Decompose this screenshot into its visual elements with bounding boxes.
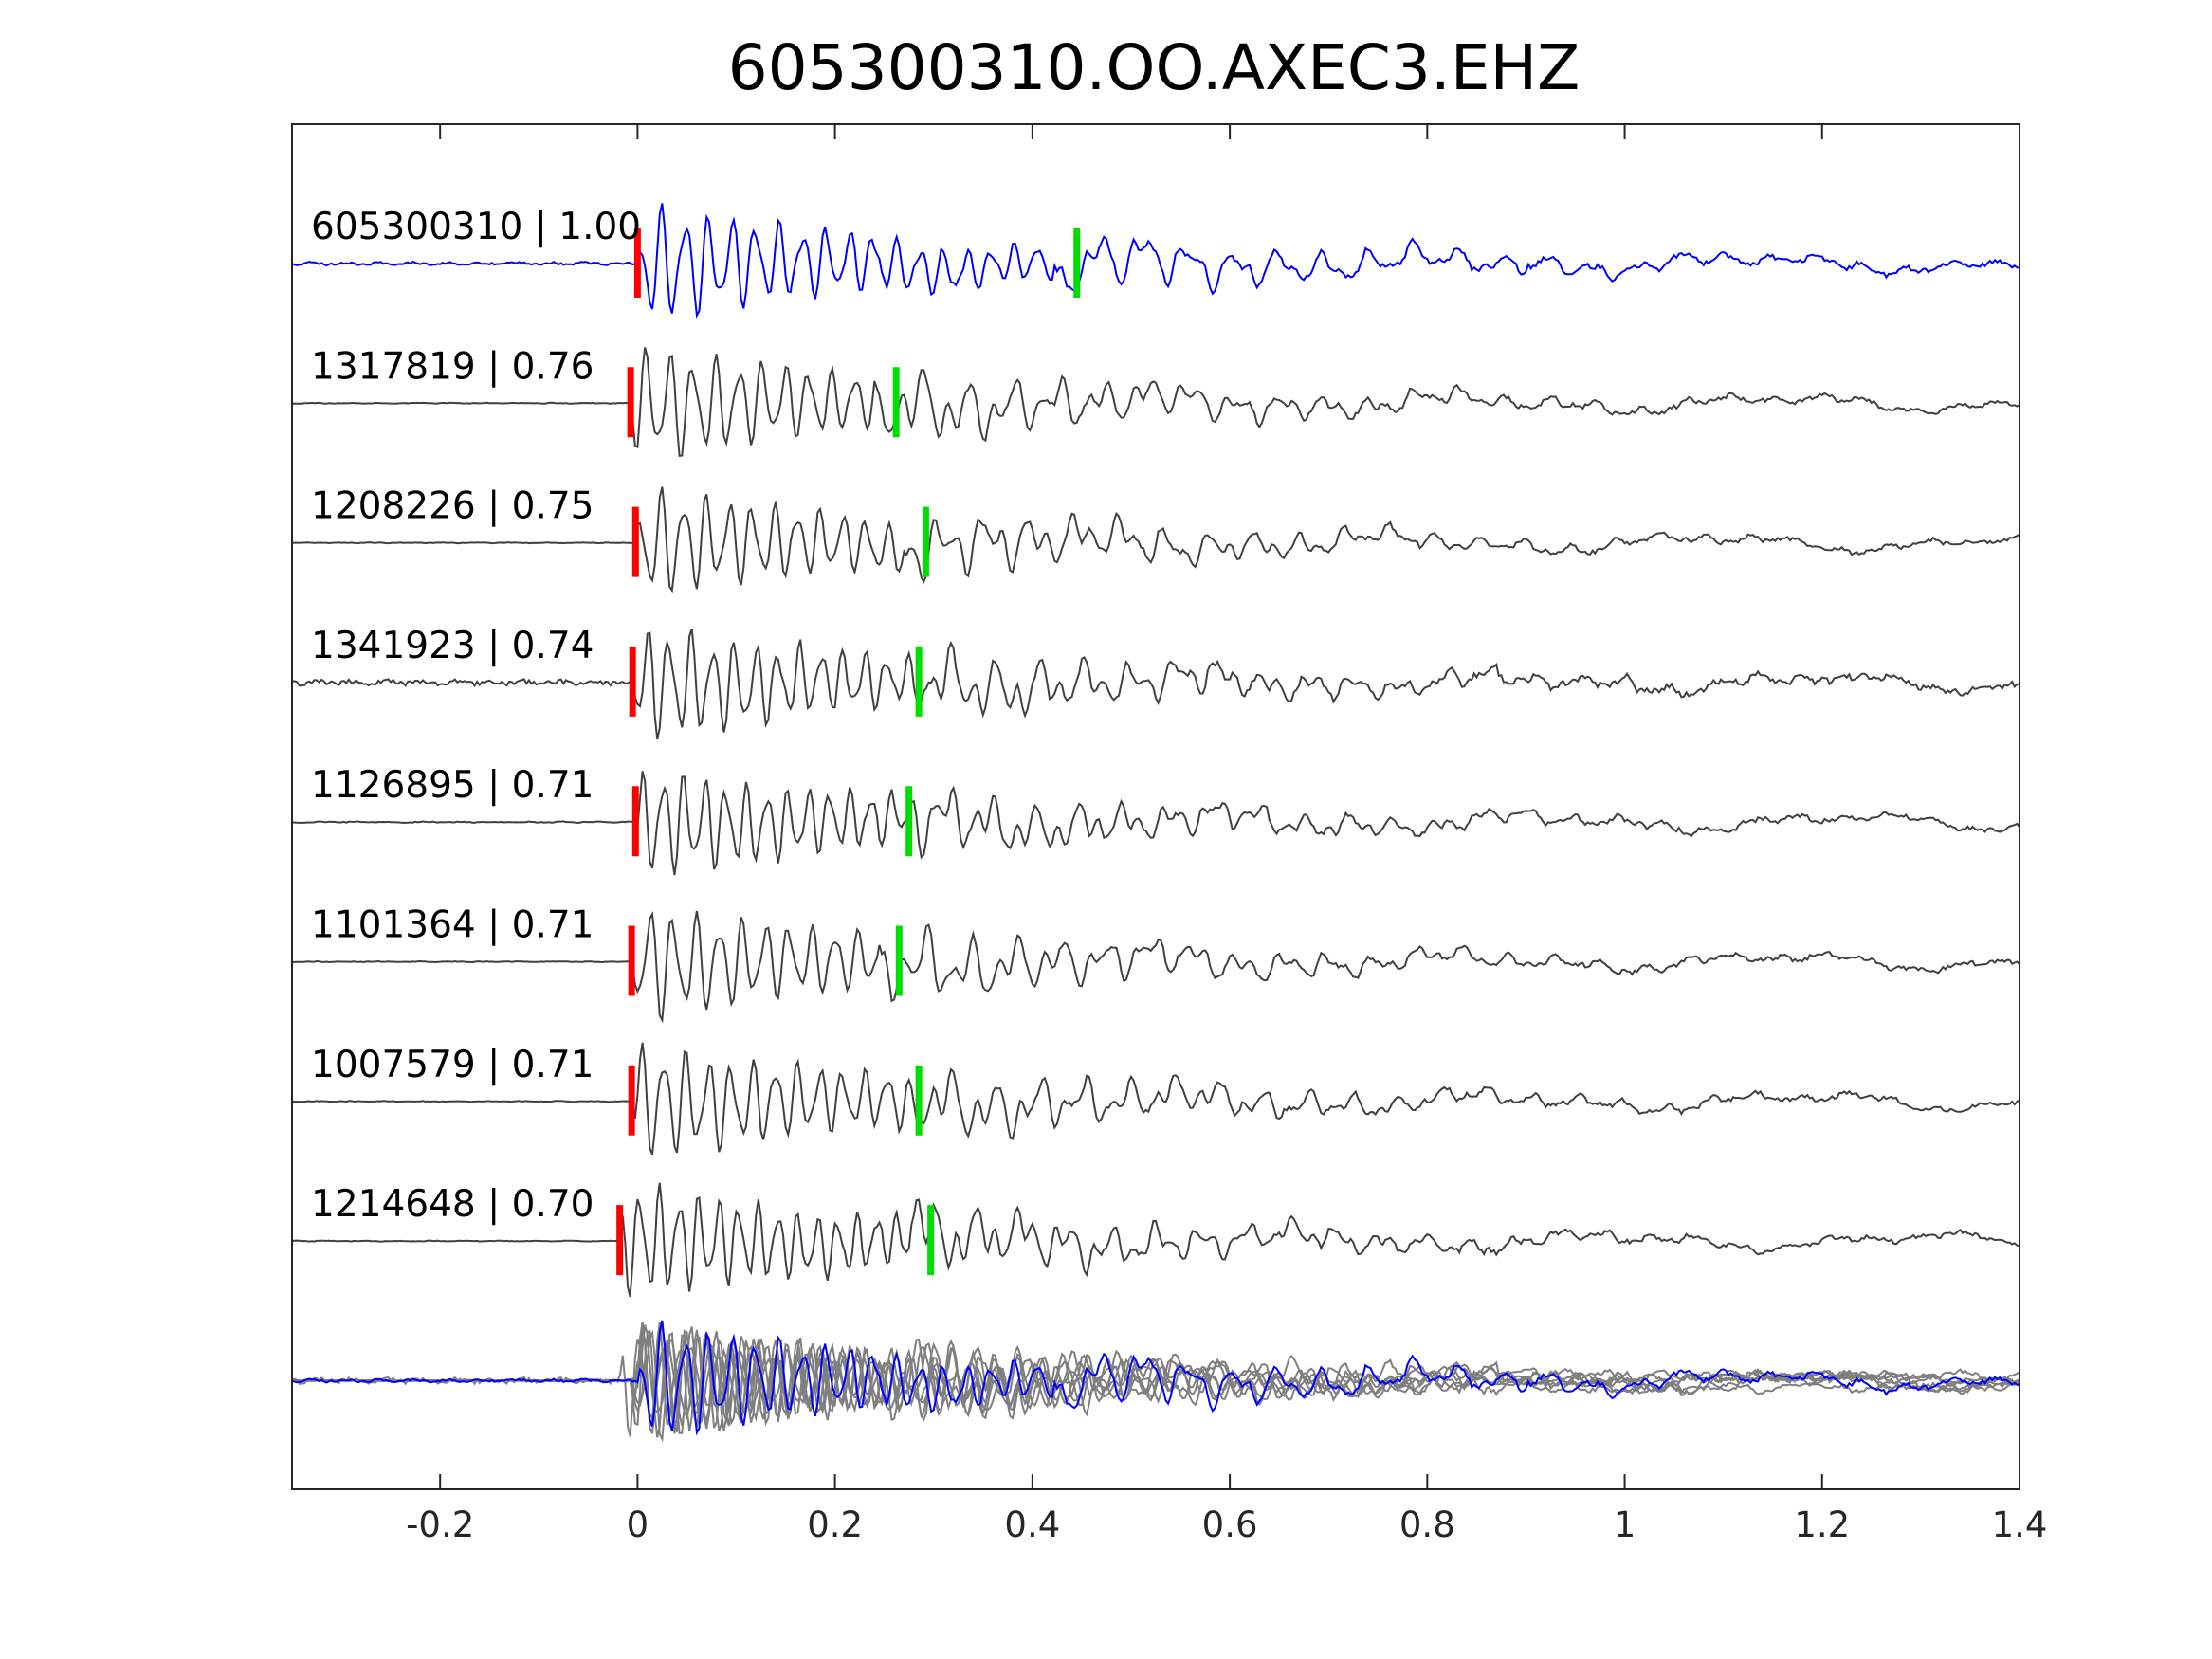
trace-line-605300310 <box>291 203 2020 319</box>
trace-line-1317819 <box>291 347 2020 457</box>
plot-area: 605300310 | 1.00 1317819 | 0.76 1208226 | … <box>291 123 2047 1545</box>
trace-line-1101364 <box>292 910 2020 1024</box>
overlay-trace-reference <box>291 1320 2020 1436</box>
trace-label-1214648: 1214648 | 0.70 <box>311 1183 594 1226</box>
trace-label-1341923: 1341923 | 0.74 <box>311 625 594 667</box>
traces-layer <box>291 203 2020 1298</box>
trace-line-1214648 <box>291 1182 2020 1298</box>
trace-labels-layer: 605300310 | 1.00 1317819 | 0.76 1208226 | … <box>311 206 641 1226</box>
x-tick-label: 0.2 <box>807 1504 863 1545</box>
x-tick-label: 1 <box>1614 1504 1636 1545</box>
trace-line-1126895 <box>291 771 2020 876</box>
trace-line-1007579 <box>291 1042 2020 1156</box>
x-tick-label: 1.4 <box>1992 1504 2048 1545</box>
x-tick-label: 0.4 <box>1004 1504 1060 1545</box>
x-tick-label: 0.6 <box>1202 1504 1258 1545</box>
trace-label-1317819: 1317819 | 0.76 <box>311 345 594 388</box>
x-tick-label: 0 <box>627 1504 649 1545</box>
plot-frame <box>291 123 2020 1490</box>
picks-layer <box>616 228 1081 1276</box>
trace-line-1341923 <box>291 628 2020 740</box>
overlay-trace-1214648 <box>291 1322 2020 1437</box>
overlay-layer <box>291 1320 2020 1443</box>
x-tick-label: 1.2 <box>1794 1504 1850 1545</box>
plot-background <box>292 124 2020 1489</box>
trace-label-1208226: 1208226 | 0.75 <box>311 485 594 528</box>
x-axis-ticks: -0.2 0 0.2 0.4 0.6 0.8 1 1.2 1.4 <box>406 124 2047 1545</box>
trace-label-1101364: 1101364 | 0.71 <box>311 904 594 947</box>
trace-line-1208226 <box>291 486 2020 593</box>
chart-title: 605300310.OO.AXEC3.EHZ <box>728 31 1581 104</box>
x-tick-label: 0.8 <box>1399 1504 1455 1545</box>
trace-label-605300310: 605300310 | 1.00 <box>311 206 641 248</box>
x-tick-label: -0.2 <box>406 1504 474 1545</box>
trace-label-1007579: 1007579 | 0.71 <box>311 1044 594 1086</box>
trace-label-1126895: 1126895 | 0.71 <box>311 764 594 807</box>
